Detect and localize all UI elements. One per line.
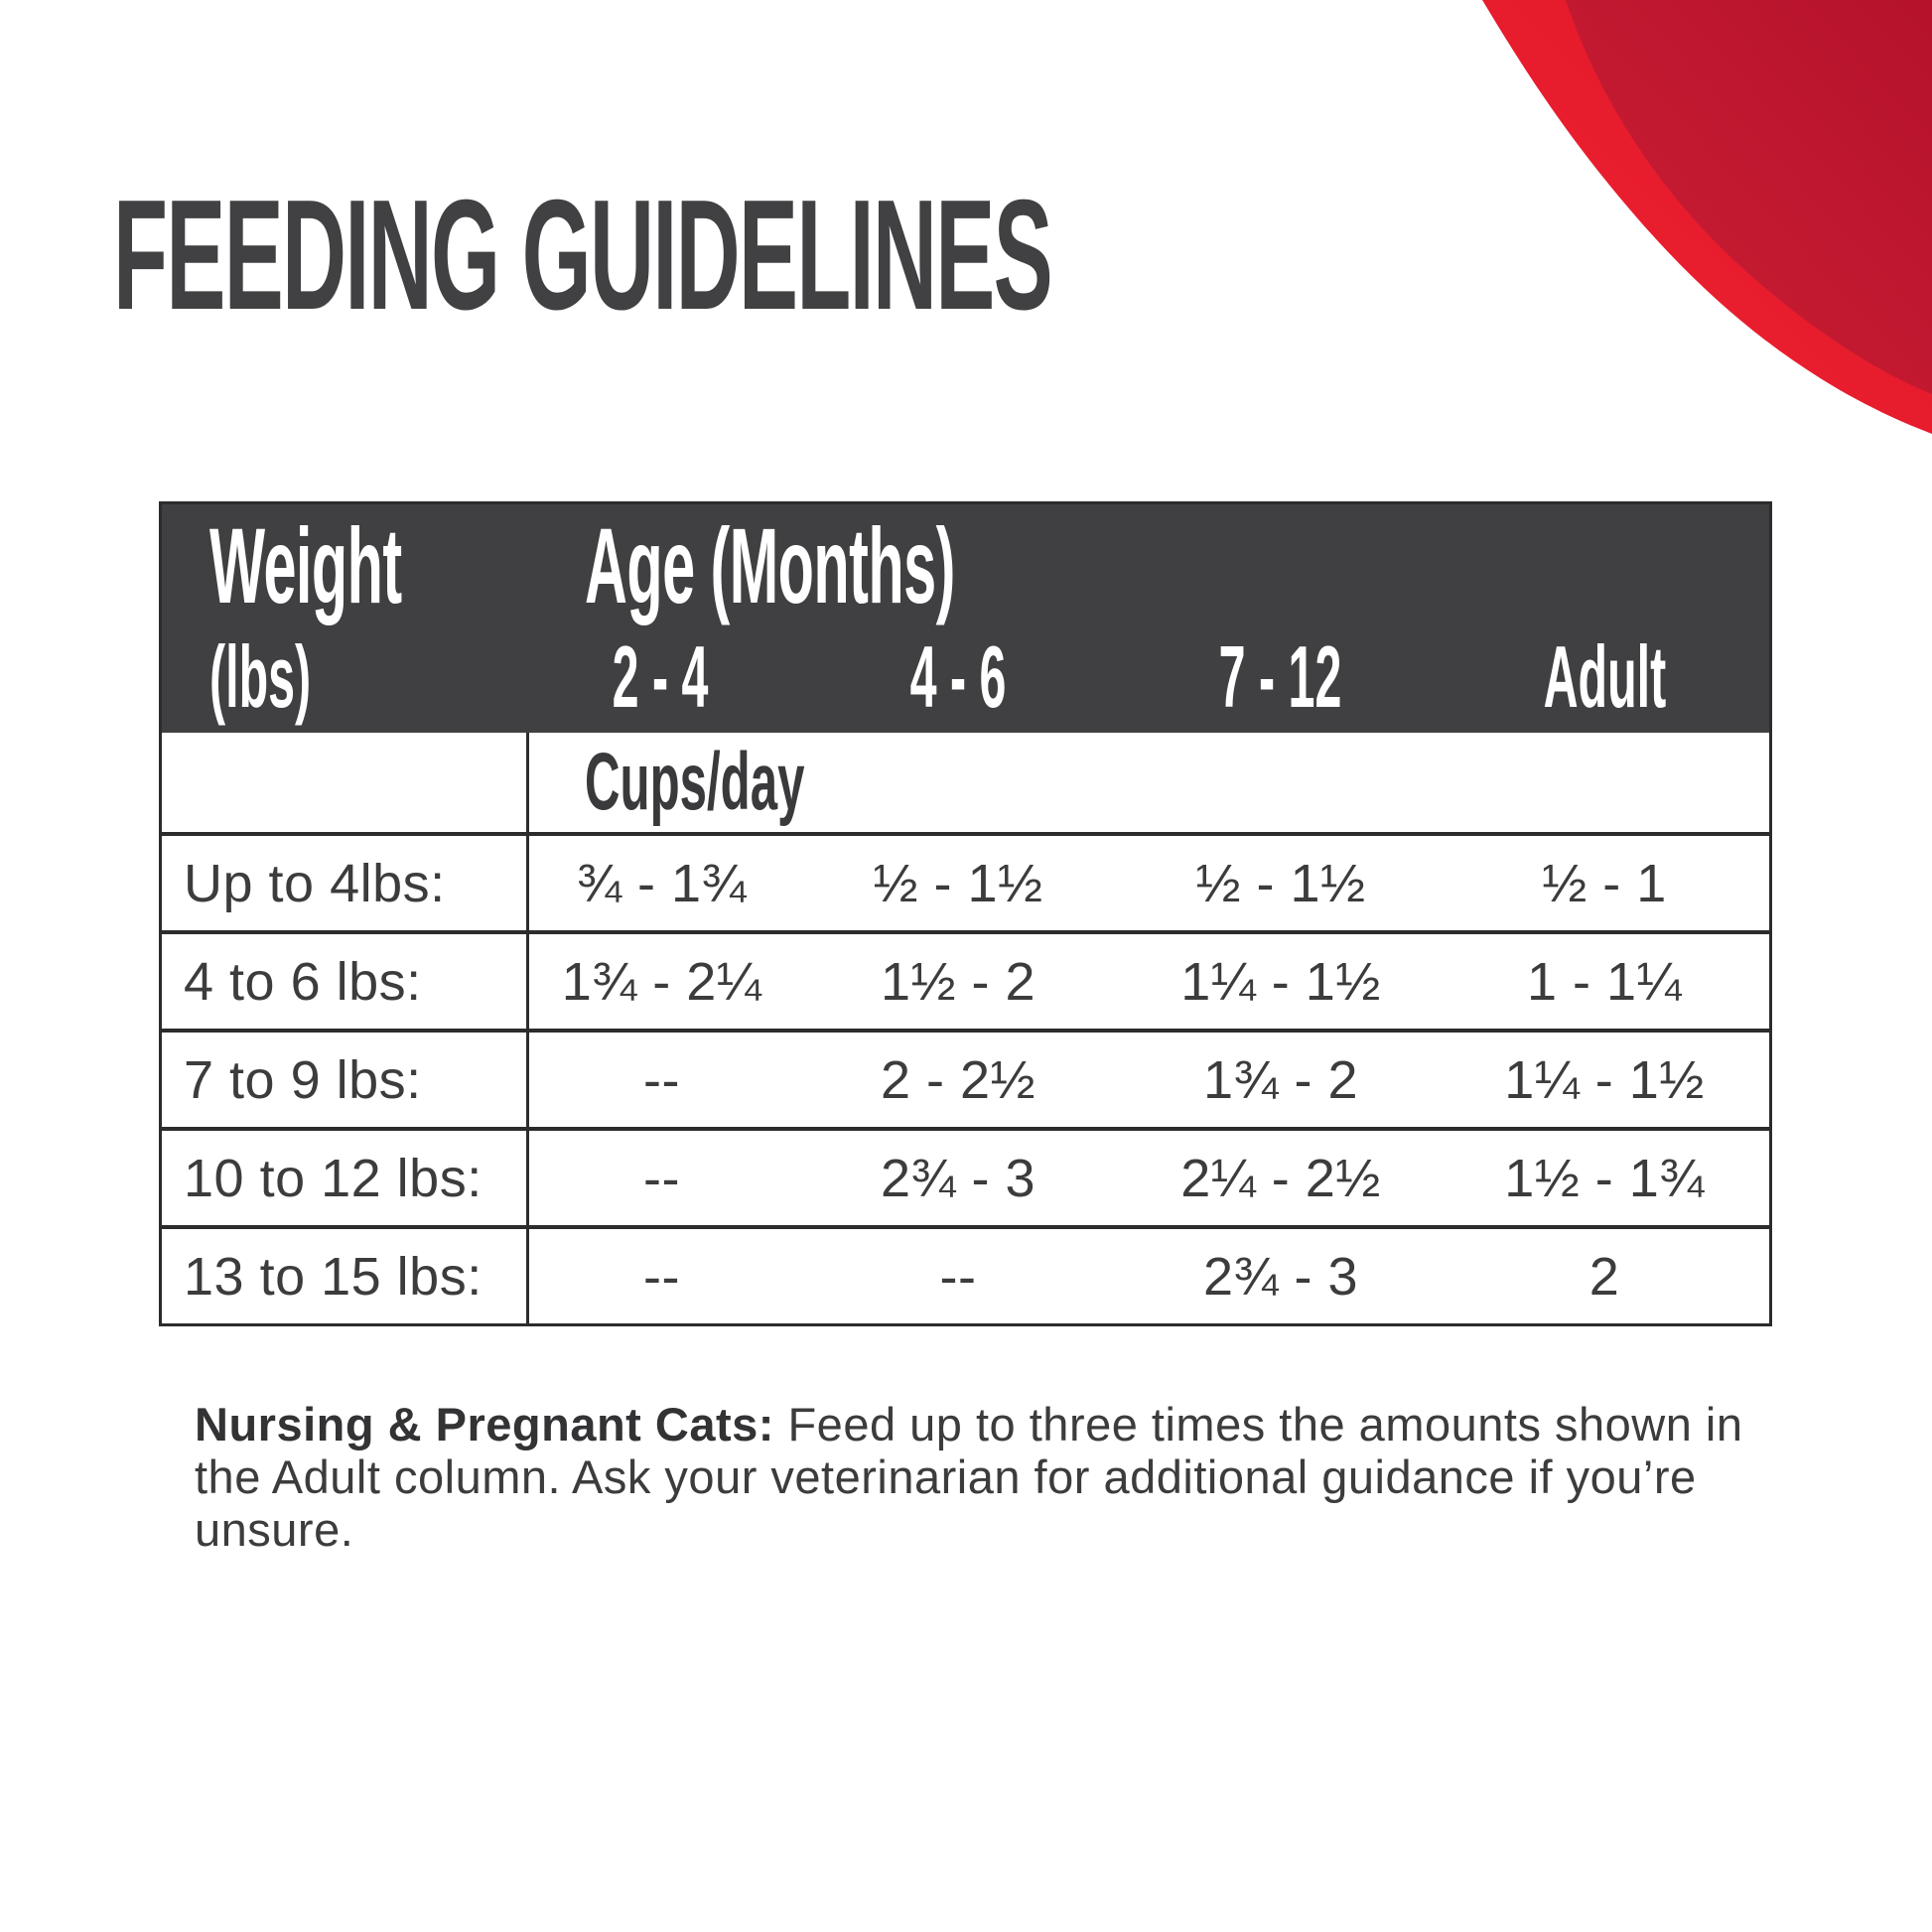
cups-value: 2¾ - 3 — [880, 1148, 1036, 1208]
weight-label: Up to 4lbs: — [184, 853, 446, 913]
cups-value: 1½ - 1¾ — [1504, 1148, 1705, 1208]
units-row-spacer — [162, 733, 526, 832]
age-col-4-6-label: 4 - 6 — [909, 627, 1007, 726]
weight-label: 4 to 6 lbs: — [184, 951, 422, 1012]
cups-value: 2 - 2½ — [880, 1049, 1036, 1110]
cups-value: 2 — [1588, 1246, 1620, 1307]
table-row: Up to 4lbs: ¾ - 1¾ ½ - 1½ ½ - 1½ ½ - 1 — [162, 832, 1769, 930]
footnote-text: Feed up to three times the amounts shown… — [195, 1398, 1743, 1556]
cups-value: ¾ - 1¾ — [526, 836, 794, 930]
cups-value: 1¼ - 1½ — [1180, 951, 1381, 1012]
weight-label: 13 to 15 lbs: — [184, 1246, 483, 1307]
weight-unit-cell: (lbs) — [162, 621, 526, 733]
cups-value: 1¼ - 1½ — [1504, 1049, 1705, 1110]
weight-unit-label: (lbs) — [209, 627, 312, 726]
page-title-text: FEEDING GUIDELINES — [113, 168, 1053, 343]
cups-value: -- — [526, 1229, 794, 1323]
units-cell: Cups/day — [526, 733, 1769, 832]
cups-value: 1¾ - 2¼ — [526, 934, 794, 1029]
cups-value: -- — [526, 1033, 794, 1127]
weight-label: 10 to 12 lbs: — [184, 1148, 483, 1208]
weight-header-cell: Weight — [162, 504, 526, 621]
age-col-adult-label: Adult — [1543, 627, 1666, 726]
cups-value: ½ - 1½ — [873, 853, 1043, 913]
cups-value: -- — [939, 1246, 977, 1307]
cups-value: 1 - 1¼ — [1526, 951, 1683, 1012]
cups-value: -- — [526, 1131, 794, 1225]
weight-label: 7 to 9 lbs: — [184, 1049, 422, 1110]
cups-value: ½ - 1 — [1542, 853, 1667, 913]
cups-value: 2¼ - 2½ — [1180, 1148, 1381, 1208]
age-col-7-12-cell: 7 - 12 — [1122, 621, 1440, 733]
table-row: 13 to 15 lbs: -- -- 2¾ - 3 2 — [162, 1225, 1769, 1323]
age-header-cell: Age (Months) — [526, 504, 1769, 621]
units-label: Cups/day — [585, 737, 805, 827]
age-col-2-4-cell: 2 - 4 — [526, 621, 794, 733]
table-header: Weight Age (Months) (lbs) 2 - 4 4 - 6 7 … — [162, 504, 1769, 733]
footnote-label: Nursing & Pregnant Cats: — [195, 1398, 774, 1450]
table-body: Up to 4lbs: ¾ - 1¾ ½ - 1½ ½ - 1½ ½ - 1 4… — [162, 832, 1769, 1323]
weight-header-label: Weight — [209, 505, 402, 625]
feeding-table: Weight Age (Months) (lbs) 2 - 4 4 - 6 7 … — [159, 501, 1772, 1326]
page-title: FEEDING GUIDELINES — [113, 177, 1759, 334]
age-col-4-6-cell: 4 - 6 — [794, 621, 1122, 733]
table-row: 7 to 9 lbs: -- 2 - 2½ 1¾ - 2 1¼ - 1½ — [162, 1029, 1769, 1127]
cups-value: 2¾ - 3 — [1202, 1246, 1359, 1307]
units-row: Cups/day — [162, 733, 1769, 832]
age-col-2-4-label: 2 - 4 — [612, 627, 709, 726]
footnote: Nursing & Pregnant Cats: Feed up to thre… — [195, 1398, 1761, 1556]
age-col-adult-cell: Adult — [1440, 621, 1769, 733]
table-row: 4 to 6 lbs: 1¾ - 2¼ 1½ - 2 1¼ - 1½ 1 - 1… — [162, 930, 1769, 1029]
age-header-label: Age (Months) — [585, 505, 955, 625]
table-row: 10 to 12 lbs: -- 2¾ - 3 2¼ - 2½ 1½ - 1¾ — [162, 1127, 1769, 1225]
cups-value: 1½ - 2 — [880, 951, 1036, 1012]
cups-value: ½ - 1½ — [1195, 853, 1366, 913]
cups-value: 1¾ - 2 — [1202, 1049, 1359, 1110]
age-col-7-12-label: 7 - 12 — [1219, 627, 1342, 726]
